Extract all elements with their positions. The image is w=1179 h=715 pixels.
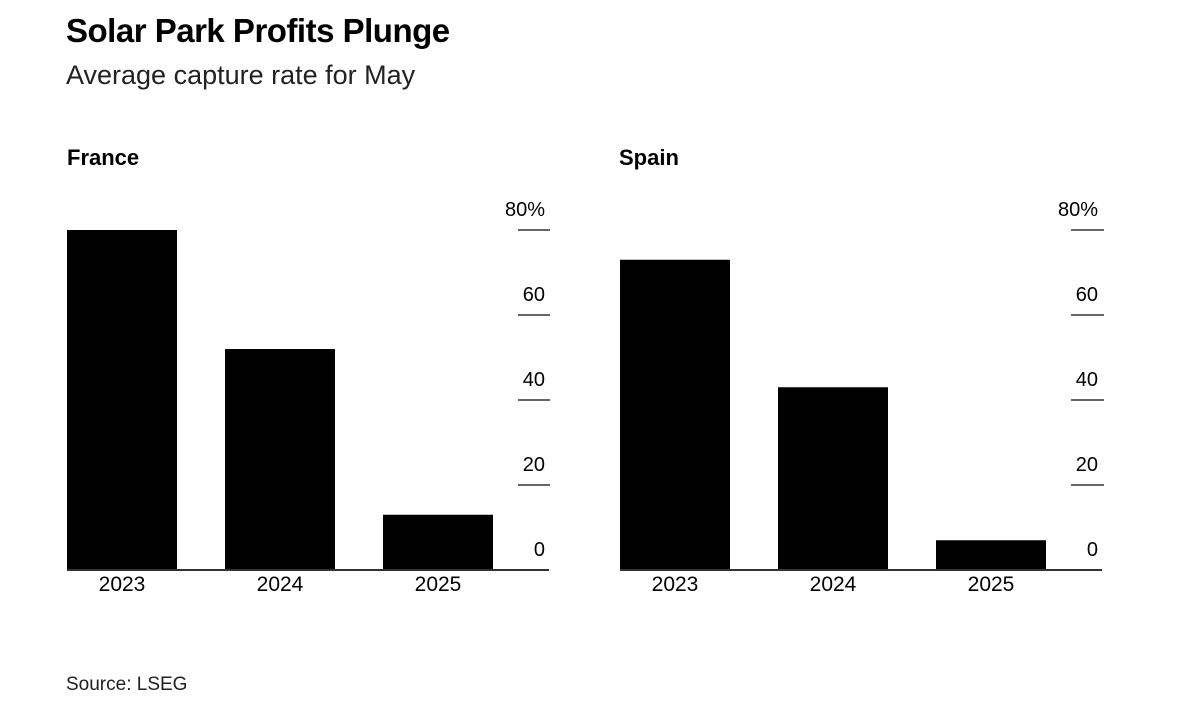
spain-xtick-label: 2023 <box>652 573 699 596</box>
france-ytick-label: 20 <box>523 454 545 476</box>
spain-ytick-label: 60 <box>1076 284 1098 306</box>
spain-bar-2025 <box>936 540 1046 570</box>
spain-ytick-label: 80% <box>1058 199 1098 221</box>
france-ytick-label: 60 <box>523 284 545 306</box>
france-bar-2025 <box>383 514 493 570</box>
source-note: Source: LSEG <box>66 674 188 695</box>
france-ytick-label: 80% <box>505 199 545 221</box>
france-xtick-label: 2023 <box>99 573 146 596</box>
panel-title-spain: Spain <box>619 145 679 170</box>
chart-subtitle: Average capture rate for May <box>66 60 416 90</box>
spain-ytick-label: 0 <box>1087 539 1098 561</box>
spain-xtick-label: 2025 <box>968 573 1015 596</box>
france-bar-2023 <box>67 230 177 570</box>
spain-ytick-label: 40 <box>1076 369 1098 391</box>
spain-xtick-label: 2024 <box>810 573 857 596</box>
spain-bar-2024 <box>778 387 888 570</box>
panel-title-france: France <box>67 145 140 170</box>
spain-ytick-label: 20 <box>1076 454 1098 476</box>
france-ytick-label: 0 <box>534 539 545 561</box>
france-bar-2024 <box>225 349 335 570</box>
spain-bar-2023 <box>620 259 730 570</box>
france-xtick-label: 2025 <box>415 573 462 596</box>
france-xtick-label: 2024 <box>257 573 304 596</box>
chart-title: Solar Park Profits Plunge <box>66 12 450 49</box>
france-ytick-label: 40 <box>523 369 545 391</box>
